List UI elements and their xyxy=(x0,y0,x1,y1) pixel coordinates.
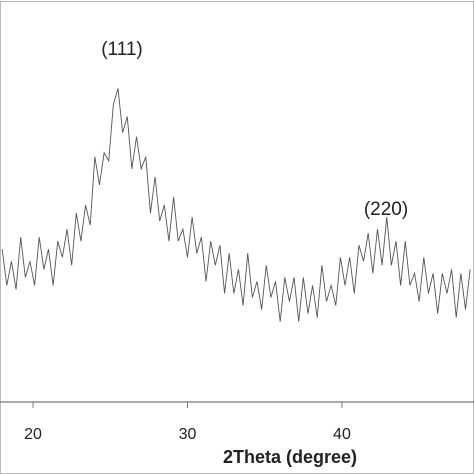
x-tick-label: 30 xyxy=(179,426,197,443)
xrd-line xyxy=(1,88,471,322)
x-tick-label: 20 xyxy=(24,426,42,443)
x-axis-label: 2Theta (degree) xyxy=(223,447,357,467)
peak-annotation: (111) xyxy=(101,39,143,60)
x-tick-label: 40 xyxy=(333,426,351,443)
peak-annotation: (220) xyxy=(364,199,408,220)
